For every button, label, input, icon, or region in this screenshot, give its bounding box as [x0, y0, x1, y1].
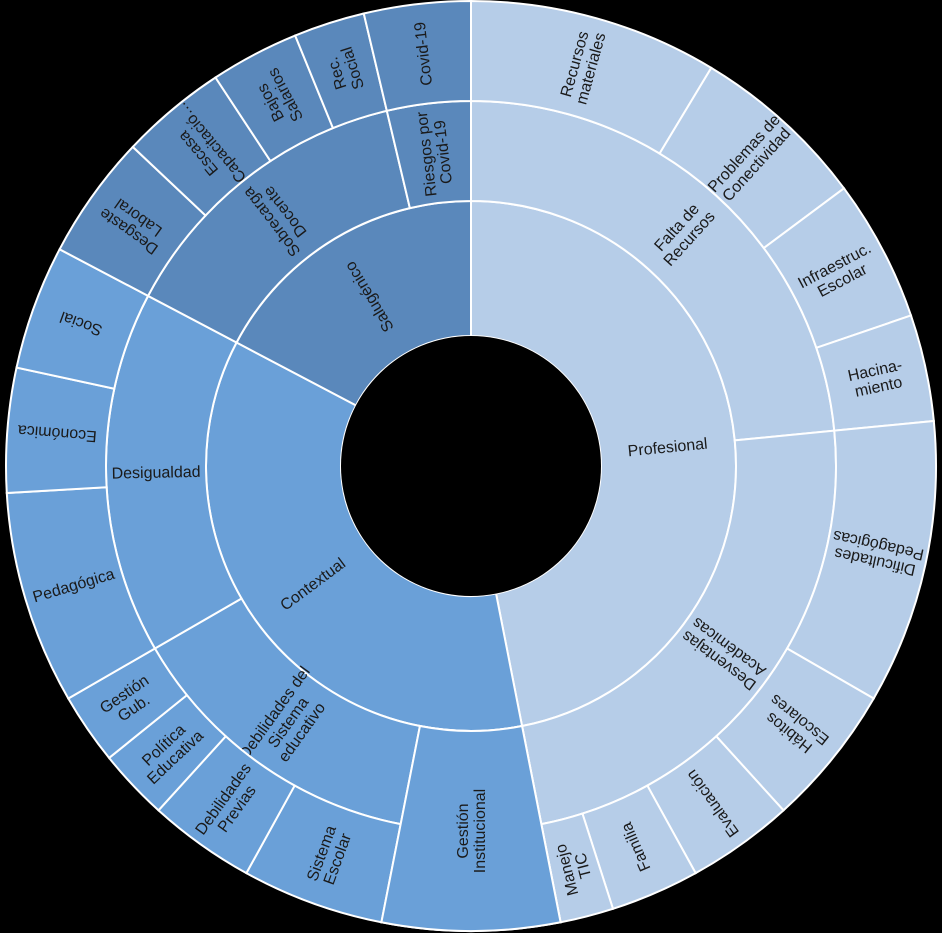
segment-label: Desigualdad [111, 464, 200, 483]
sunburst-chart: ProfesionalFalta deRecursosRecursosmater… [0, 0, 942, 933]
segment-label: Gestión [455, 803, 472, 858]
segment-label: Institucional [472, 789, 489, 874]
center-hole [341, 336, 601, 596]
